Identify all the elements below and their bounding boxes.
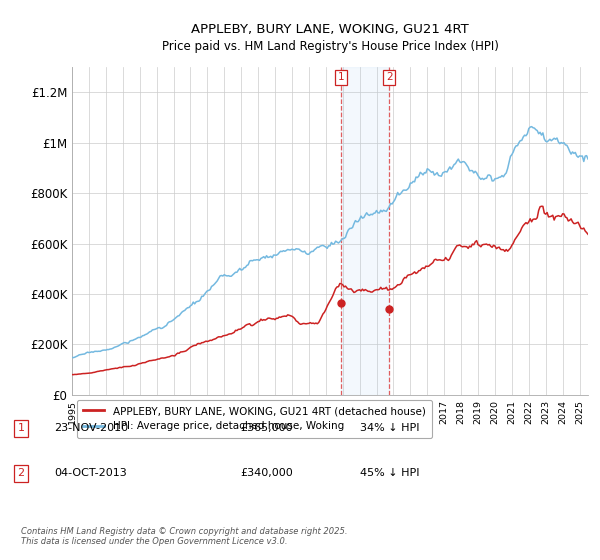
Text: APPLEBY, BURY LANE, WOKING, GU21 4RT: APPLEBY, BURY LANE, WOKING, GU21 4RT [191, 24, 469, 36]
Text: 45% ↓ HPI: 45% ↓ HPI [360, 468, 419, 478]
Text: 2: 2 [386, 72, 392, 82]
Text: 1: 1 [17, 423, 25, 433]
Text: 23-NOV-2010: 23-NOV-2010 [54, 423, 128, 433]
Text: £340,000: £340,000 [240, 468, 293, 478]
Text: Contains HM Land Registry data © Crown copyright and database right 2025.
This d: Contains HM Land Registry data © Crown c… [21, 526, 347, 546]
Text: 04-OCT-2013: 04-OCT-2013 [54, 468, 127, 478]
Text: 2: 2 [17, 468, 25, 478]
Bar [341, 67, 389, 395]
Text: 34% ↓ HPI: 34% ↓ HPI [360, 423, 419, 433]
Text: 1: 1 [338, 72, 344, 82]
Text: £365,000: £365,000 [240, 423, 293, 433]
Legend: APPLEBY, BURY LANE, WOKING, GU21 4RT (detached house), HPI: Average price, detac: APPLEBY, BURY LANE, WOKING, GU21 4RT (de… [77, 400, 432, 437]
Text: Price paid vs. HM Land Registry's House Price Index (HPI): Price paid vs. HM Land Registry's House … [161, 40, 499, 53]
